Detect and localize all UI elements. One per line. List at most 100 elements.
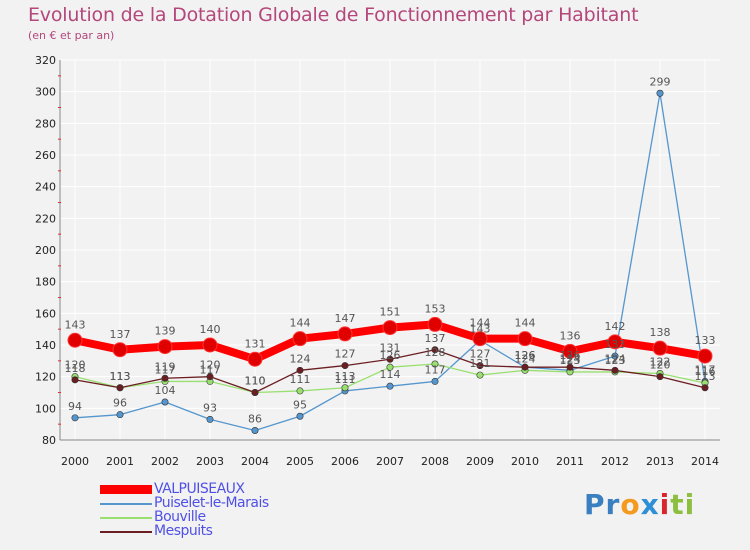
legend-swatch-valpuiseaux bbox=[100, 485, 152, 494]
data-label: 131 bbox=[380, 341, 401, 354]
data-point-1 bbox=[656, 89, 664, 97]
x-tick-label: 2001 bbox=[106, 455, 134, 468]
data-point-2 bbox=[476, 371, 484, 379]
logo-part: i bbox=[659, 488, 671, 521]
data-label: 123 bbox=[560, 354, 581, 367]
y-tick-label: 200 bbox=[35, 244, 56, 257]
data-point-2 bbox=[341, 384, 349, 392]
y-tick-label: 140 bbox=[35, 339, 56, 352]
data-label: 111 bbox=[335, 373, 356, 386]
x-tick-label: 2006 bbox=[331, 455, 359, 468]
x-tick-label: 2000 bbox=[61, 455, 89, 468]
data-point-2 bbox=[386, 363, 394, 371]
y-tick-label: 180 bbox=[35, 276, 56, 289]
chart-subtitle: (en € et par an) bbox=[28, 29, 115, 42]
data-point-3 bbox=[71, 376, 79, 384]
data-point-1 bbox=[431, 377, 439, 385]
data-point-1 bbox=[611, 352, 619, 360]
data-label: 124 bbox=[605, 352, 626, 365]
data-point-valpuiseaux bbox=[247, 351, 263, 367]
logo-part: ti bbox=[670, 488, 696, 521]
legend-swatch-bouville bbox=[100, 517, 152, 519]
data-point-1 bbox=[251, 426, 259, 434]
data-point-valpuiseaux bbox=[652, 340, 668, 356]
data-label: 144 bbox=[515, 317, 536, 330]
x-tick-label: 2010 bbox=[511, 455, 539, 468]
logo-part: Pr bbox=[584, 488, 621, 521]
data-point-1 bbox=[71, 414, 79, 422]
y-tick-label: 300 bbox=[35, 86, 56, 99]
data-point-3 bbox=[431, 346, 439, 354]
data-label: 113 bbox=[695, 370, 716, 383]
data-label: 136 bbox=[560, 329, 581, 342]
data-label: 110 bbox=[245, 375, 266, 388]
data-label: 86 bbox=[248, 413, 262, 426]
data-point-3 bbox=[521, 363, 529, 371]
x-tick-label: 2014 bbox=[691, 455, 719, 468]
data-label: 120 bbox=[65, 359, 86, 372]
data-label: 124 bbox=[560, 352, 581, 365]
y-tick-label: 160 bbox=[35, 307, 56, 320]
grid-layer bbox=[60, 59, 720, 441]
proxiti-logo: Proxiti bbox=[584, 488, 695, 521]
data-point-1 bbox=[206, 415, 214, 423]
data-point-valpuiseaux bbox=[157, 339, 173, 355]
data-label: 113 bbox=[335, 370, 356, 383]
y-tick-label: 220 bbox=[35, 212, 56, 225]
data-label: 126 bbox=[380, 349, 401, 362]
data-label: 117 bbox=[425, 363, 446, 376]
data-point-valpuiseaux bbox=[337, 326, 353, 342]
data-label: 126 bbox=[515, 349, 536, 362]
data-label: 127 bbox=[470, 348, 491, 361]
x-tick-label: 2002 bbox=[151, 455, 179, 468]
data-label: 113 bbox=[110, 370, 131, 383]
chart-title: Evolution de la Dotation Globale de Fonc… bbox=[28, 4, 639, 26]
data-label: 94 bbox=[68, 400, 82, 413]
x-tick-label: 2004 bbox=[241, 455, 269, 468]
data-label: 126 bbox=[560, 349, 581, 362]
data-point-3 bbox=[116, 384, 124, 392]
legend-label-valpuiseaux: VALPUISEAUX bbox=[154, 481, 245, 497]
data-point-valpuiseaux bbox=[292, 331, 308, 347]
legend-label-bouville: Bouville bbox=[154, 509, 206, 525]
data-point-3 bbox=[566, 363, 574, 371]
data-point-1 bbox=[116, 411, 124, 419]
data-label: 122 bbox=[650, 356, 671, 369]
data-point-valpuiseaux bbox=[517, 331, 533, 347]
data-label: 147 bbox=[335, 312, 356, 325]
data-label: 299 bbox=[650, 75, 671, 88]
data-label: 143 bbox=[470, 322, 491, 335]
data-label: 128 bbox=[425, 346, 446, 359]
legend-label-mespuits: Mespuits bbox=[154, 523, 213, 539]
logo-part: o bbox=[620, 488, 641, 521]
data-point-valpuiseaux bbox=[607, 334, 623, 350]
data-point-valpuiseaux bbox=[562, 343, 578, 359]
y-tick-label: 240 bbox=[35, 181, 56, 194]
data-label: 144 bbox=[470, 317, 491, 330]
y-tick-label: 100 bbox=[35, 402, 56, 415]
x-tick-label: 2011 bbox=[556, 455, 584, 468]
data-point-valpuiseaux bbox=[112, 342, 128, 358]
data-label: 118 bbox=[65, 362, 86, 375]
data-label: 119 bbox=[155, 360, 176, 373]
data-label: 116 bbox=[695, 365, 716, 378]
data-label: 93 bbox=[203, 401, 217, 414]
data-label: 117 bbox=[155, 363, 176, 376]
legend-swatch-puiselet bbox=[100, 503, 152, 505]
data-point-3 bbox=[251, 388, 259, 396]
x-tick-label: 2003 bbox=[196, 455, 224, 468]
x-tick-label: 2007 bbox=[376, 455, 404, 468]
data-label: 123 bbox=[605, 354, 626, 367]
data-label: 131 bbox=[245, 337, 266, 350]
data-point-valpuiseaux bbox=[382, 320, 398, 336]
data-label: 151 bbox=[380, 306, 401, 319]
line-chart: 80 100 120 140 160 180 200 220 240 260 280 300 320 20… bbox=[35, 54, 720, 468]
data-label: 121 bbox=[470, 357, 491, 370]
y-tick-label: 320 bbox=[35, 54, 56, 67]
data-label: 144 bbox=[290, 317, 311, 330]
x-tick-label: 2008 bbox=[421, 455, 449, 468]
legend-label-puiselet: Puiselet-le-Marais bbox=[154, 495, 269, 511]
data-label: 127 bbox=[335, 348, 356, 361]
data-label: 110 bbox=[245, 375, 266, 388]
